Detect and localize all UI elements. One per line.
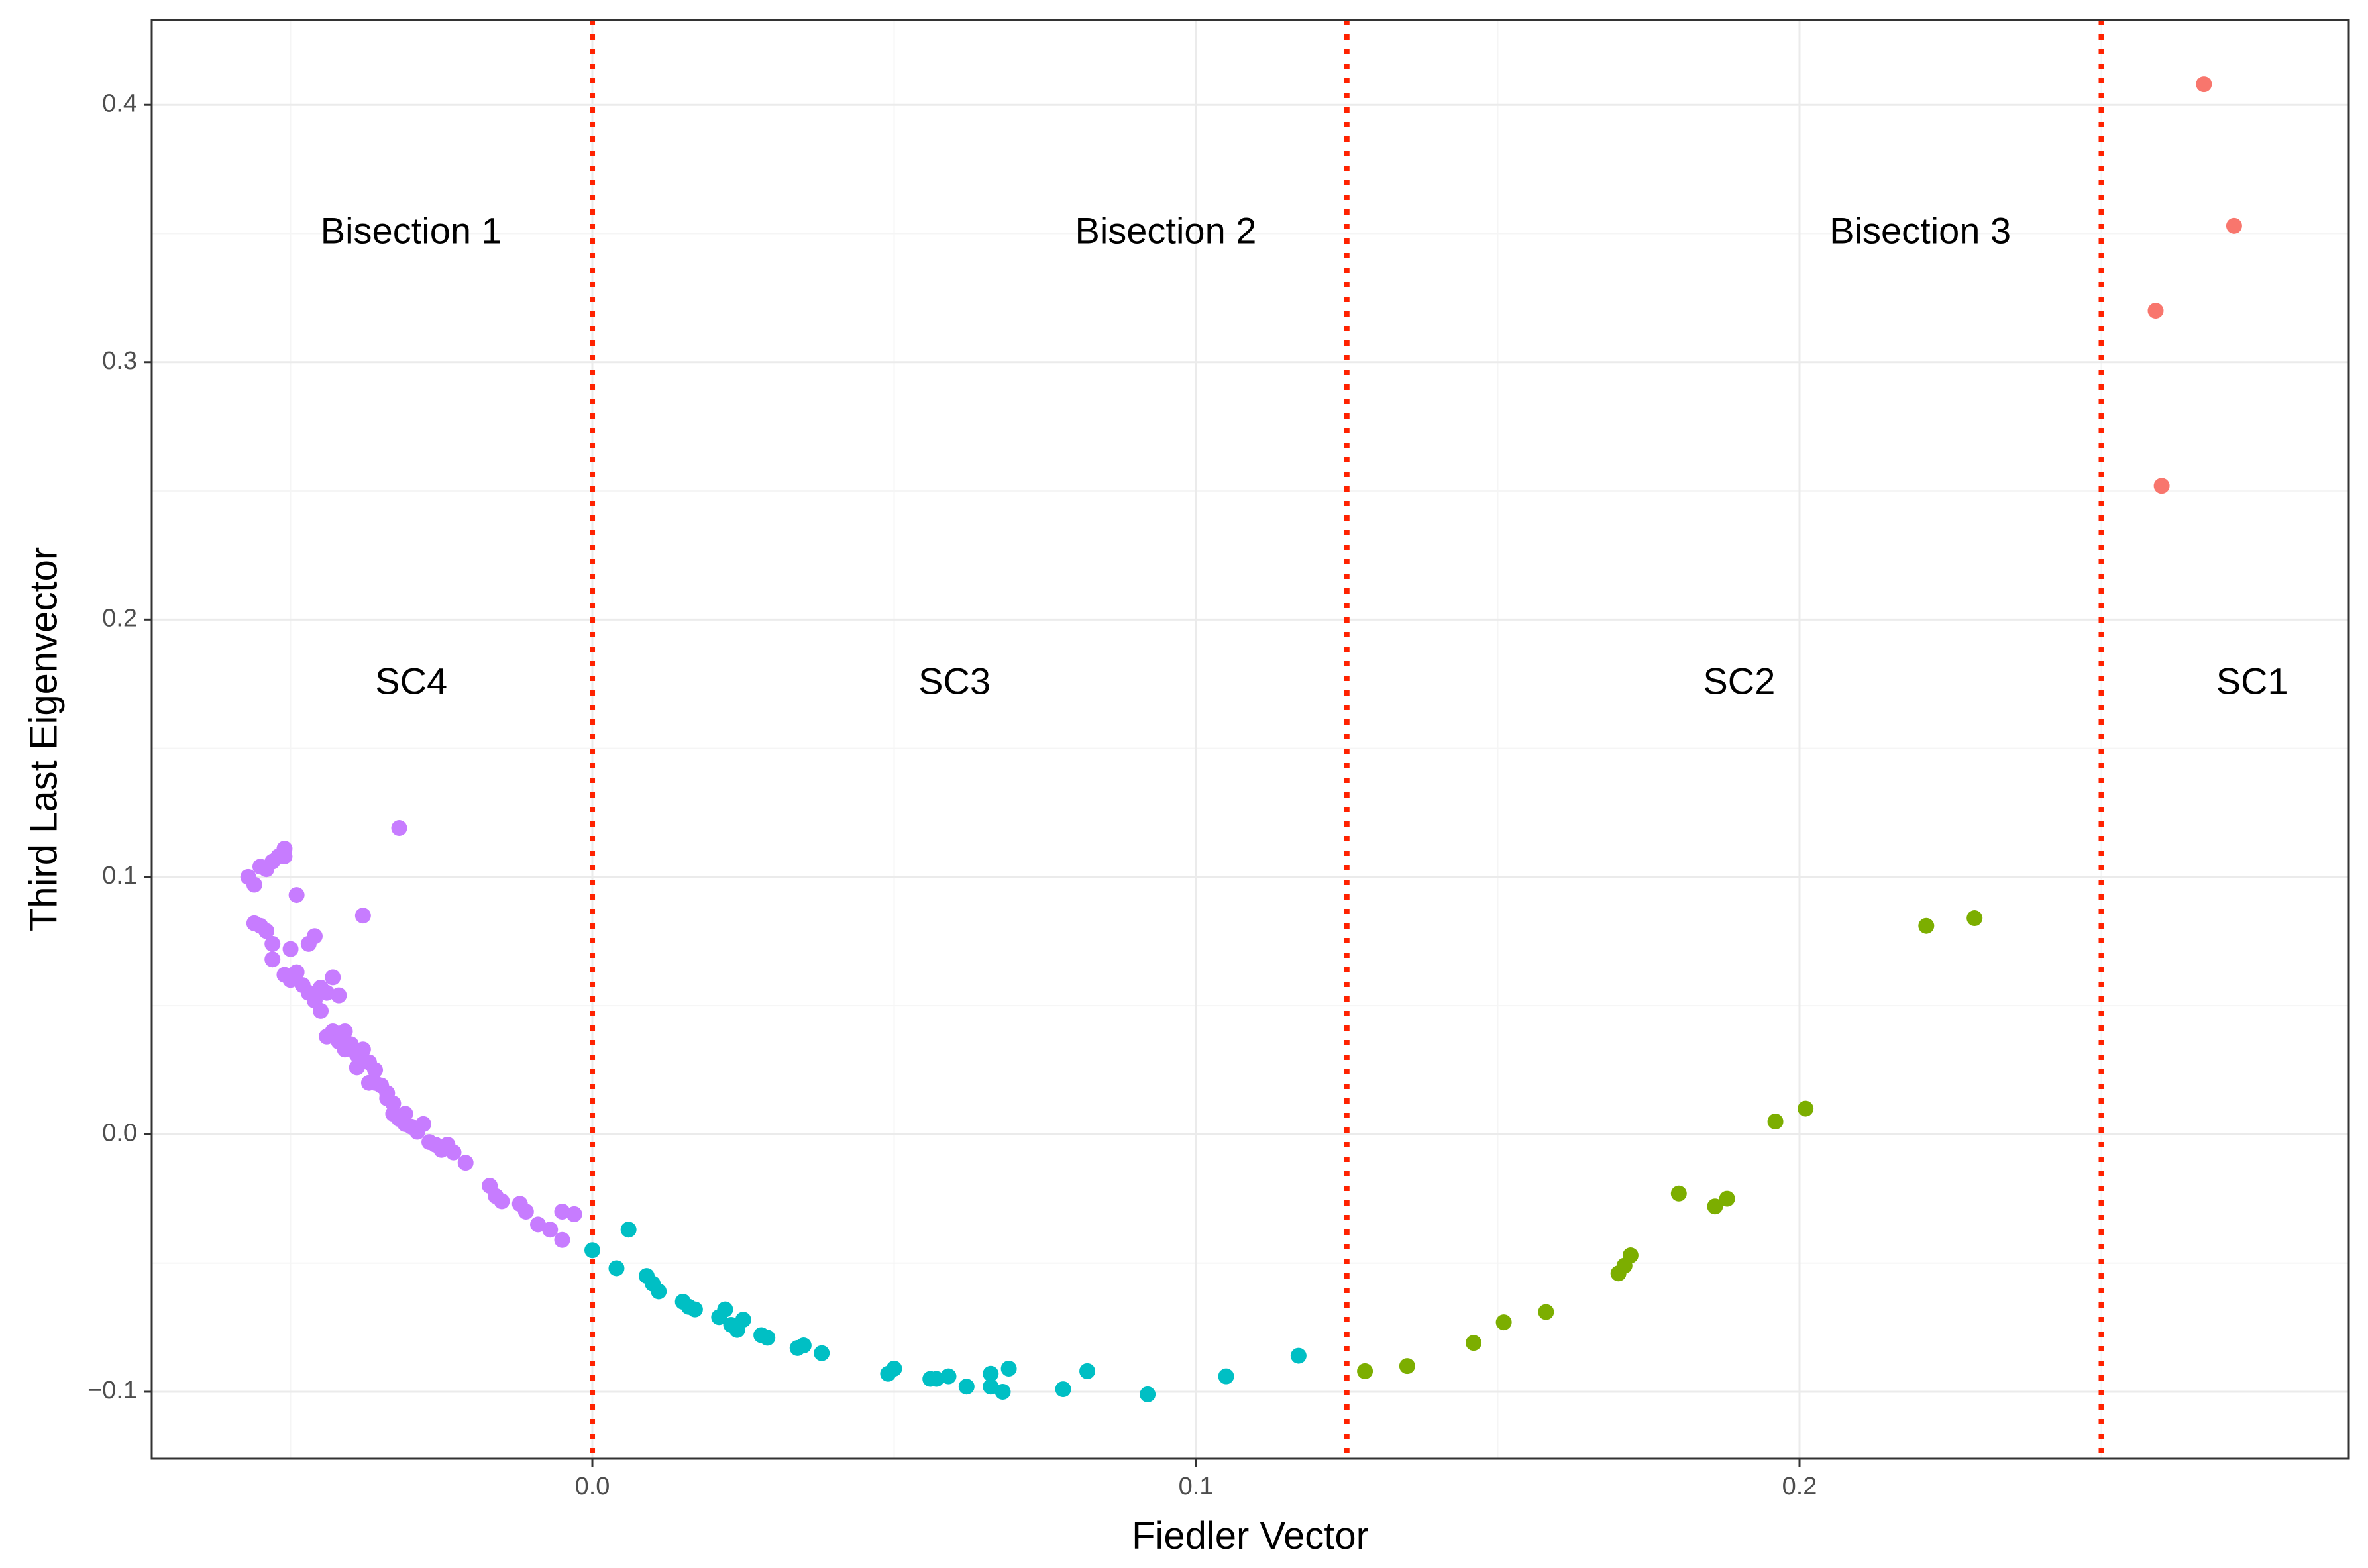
annotation-label: SC4 — [375, 660, 447, 702]
data-point-sc2 — [1495, 1314, 1512, 1331]
data-point-sc1 — [2147, 303, 2164, 319]
y-tick-label: 0.2 — [102, 604, 137, 632]
y-tick-label: 0.3 — [102, 347, 137, 375]
x-tick-label: 0.2 — [1782, 1473, 1817, 1500]
data-point-sc4 — [354, 1041, 371, 1058]
y-tick-label: 0.0 — [102, 1119, 137, 1147]
data-point-sc3 — [940, 1368, 957, 1385]
data-point-sc3 — [1290, 1347, 1307, 1364]
y-axis-title: Third Last Eigenvector — [22, 547, 65, 931]
y-tick-label: 0.1 — [102, 862, 137, 890]
data-point-sc4 — [264, 935, 281, 952]
data-point-sc4 — [494, 1193, 510, 1210]
data-point-sc3 — [983, 1365, 999, 1382]
data-point-sc2 — [1707, 1198, 1723, 1215]
data-point-sc2 — [1466, 1335, 1482, 1351]
y-tick-label: 0.4 — [102, 89, 137, 117]
data-point-sc4 — [517, 1203, 534, 1220]
data-point-sc2 — [1767, 1113, 1784, 1129]
data-point-sc3 — [759, 1330, 776, 1346]
data-point-sc4 — [391, 820, 407, 837]
x-tick-label: 0.1 — [1179, 1473, 1214, 1500]
data-point-sc3 — [928, 1371, 945, 1387]
data-point-sc4 — [554, 1231, 570, 1248]
data-points — [240, 76, 2242, 1402]
annotation-label: SC2 — [1703, 660, 1775, 702]
data-point-sc3 — [1055, 1381, 1071, 1398]
data-point-sc3 — [620, 1222, 637, 1238]
data-point-sc4 — [282, 941, 299, 957]
data-point-sc3 — [651, 1283, 667, 1300]
major-gridlines — [152, 20, 2349, 1459]
data-point-sc2 — [1966, 910, 1983, 927]
data-point-sc4 — [246, 876, 262, 893]
data-point-sc1 — [2153, 478, 2170, 494]
data-point-sc4 — [457, 1155, 474, 1171]
annotation-label: Bisection 3 — [1829, 209, 2011, 251]
y-axis-ticks: −0.1 0.0 0.1 0.2 0.3 0.4 — [87, 89, 152, 1404]
data-point-sc1 — [2196, 76, 2212, 93]
data-point-sc4 — [445, 1144, 462, 1161]
data-point-sc4 — [276, 848, 293, 864]
data-point-sc2 — [1399, 1358, 1415, 1375]
data-point-sc4 — [415, 1116, 431, 1132]
data-point-sc2 — [1670, 1185, 1687, 1202]
data-point-sc4 — [530, 1216, 547, 1233]
data-point-sc4 — [554, 1203, 570, 1220]
data-point-sc4 — [258, 923, 275, 939]
data-point-sc4 — [331, 987, 347, 1004]
data-point-sc4 — [313, 1002, 329, 1019]
data-point-sc1 — [2226, 217, 2242, 234]
data-point-sc2 — [1798, 1100, 1814, 1117]
data-point-sc4 — [288, 964, 305, 980]
data-point-sc3 — [608, 1260, 625, 1277]
annotation-label: SC1 — [2216, 660, 2288, 702]
data-point-sc3 — [814, 1345, 830, 1361]
data-point-sc4 — [349, 1059, 365, 1076]
data-point-sc3 — [1000, 1361, 1017, 1377]
data-point-sc4 — [367, 1062, 384, 1078]
data-point-sc4 — [542, 1222, 559, 1238]
data-point-sc4 — [325, 969, 341, 986]
data-point-sc4 — [566, 1206, 582, 1222]
annotation-label: Bisection 2 — [1075, 209, 1256, 251]
data-point-sc4 — [306, 928, 323, 945]
data-point-sc3 — [1079, 1363, 1096, 1379]
annotation-label: Bisection 1 — [321, 209, 502, 251]
data-point-sc2 — [1622, 1247, 1639, 1264]
data-point-sc3 — [686, 1301, 703, 1318]
data-point-sc4 — [337, 1023, 353, 1040]
y-tick-label: −0.1 — [87, 1377, 137, 1404]
bisection-divider-lines — [590, 20, 2104, 1459]
data-point-sc3 — [995, 1383, 1011, 1400]
data-point-sc2 — [1538, 1304, 1554, 1320]
minor-gridlines — [152, 20, 2349, 1459]
data-point-sc4 — [288, 887, 305, 904]
x-axis-ticks: 0.0 0.1 0.2 — [575, 1459, 1817, 1500]
data-point-sc2 — [1719, 1190, 1735, 1207]
x-tick-label: 0.0 — [575, 1473, 610, 1500]
panel-border — [150, 19, 2350, 1460]
data-point-sc3 — [735, 1312, 751, 1328]
data-point-sc3 — [584, 1242, 601, 1259]
chart-annotations: Bisection 1 Bisection 2 Bisection 3 SC4 SC3 S… — [321, 209, 2288, 702]
data-point-sc3 — [717, 1301, 733, 1318]
data-point-sc3 — [1218, 1368, 1234, 1385]
data-point-sc3 — [886, 1361, 902, 1377]
x-axis-title: Fiedler Vector — [1132, 1514, 1369, 1557]
data-point-sc4 — [264, 951, 281, 968]
annotation-label: SC3 — [918, 660, 991, 702]
data-point-sc3 — [983, 1379, 999, 1395]
data-point-sc3 — [795, 1337, 812, 1354]
data-point-sc2 — [1918, 917, 1935, 934]
data-point-sc4 — [319, 984, 335, 1001]
data-point-sc4 — [354, 908, 371, 924]
data-point-sc2 — [1357, 1363, 1373, 1379]
data-point-sc3 — [958, 1379, 975, 1395]
data-point-sc3 — [1140, 1386, 1156, 1402]
